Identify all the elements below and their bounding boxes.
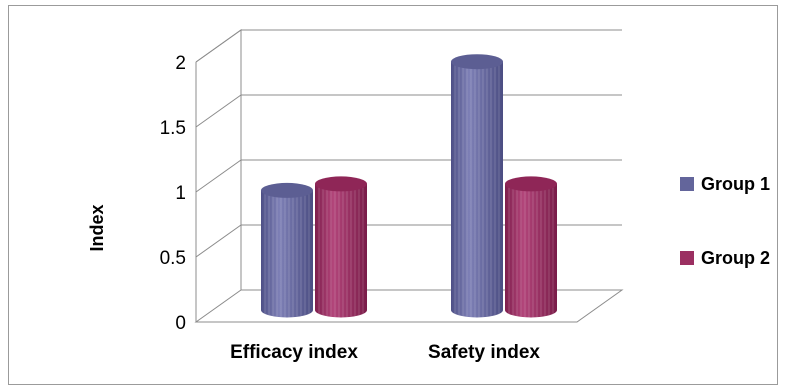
gridline: [195, 29, 622, 63]
gridline: [195, 224, 622, 258]
legend: Group 1 Group 2: [680, 174, 770, 268]
legend-label: Group 2: [701, 248, 770, 268]
bar-body: [315, 183, 367, 318]
legend-swatch: [680, 177, 694, 191]
bars: [261, 54, 557, 318]
bar-top: [315, 176, 367, 192]
y-tick-label: 2: [175, 53, 186, 74]
bar-top: [451, 54, 503, 70]
bar: [261, 182, 313, 318]
bar-body: [261, 190, 313, 318]
y-axis-label: Index: [87, 204, 107, 251]
gridline: [195, 159, 622, 193]
chart-walls: [194, 29, 624, 323]
bar-body: [505, 183, 557, 318]
bar: [315, 176, 367, 318]
legend-label: Group 1: [701, 174, 770, 194]
x-axis-categories: Efficacy index Safety index: [230, 342, 540, 363]
back-wall-edge: [195, 29, 242, 290]
legend-swatch: [680, 251, 694, 265]
y-axis-ticks: 0 0.5 1 1.5 2: [160, 53, 186, 334]
chart-frame: [8, 5, 778, 385]
bar-top: [261, 182, 313, 198]
bar-top: [505, 176, 557, 192]
y-tick-label: 0: [175, 313, 186, 334]
gridlines: [195, 29, 622, 258]
y-tick-label: 0.5: [160, 248, 186, 269]
bar: [451, 54, 503, 318]
bar: [505, 176, 557, 318]
gridline: [195, 94, 622, 128]
bar-body: [451, 61, 503, 318]
x-category-label: Safety index: [428, 342, 540, 363]
x-category-label: Efficacy index: [230, 342, 358, 363]
y-tick-label: 1.5: [160, 118, 186, 139]
floor: [194, 289, 624, 323]
y-tick-label: 1: [175, 183, 186, 204]
